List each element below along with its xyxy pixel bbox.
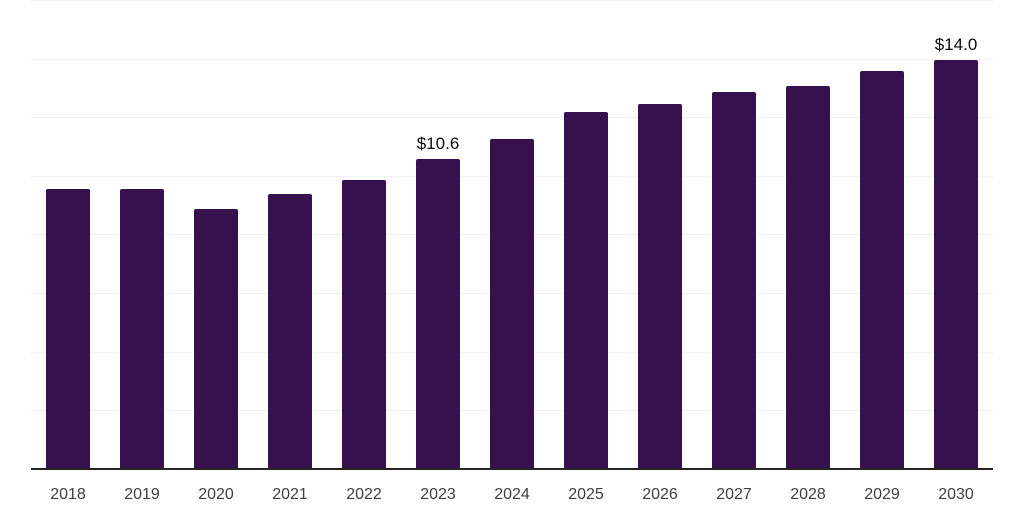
x-axis-labels: 2018 2019 2020 2021 2022 2023 2024 2025 2026 2027… [31, 484, 993, 506]
x-tick-label-2025: 2025 [568, 486, 604, 503]
bar-2027 [712, 92, 756, 470]
x-tick-label-2026: 2026 [642, 486, 678, 503]
x-tick-label-2023: 2023 [420, 486, 456, 503]
data-label-2023: $10.6 [416, 134, 460, 153]
x-tick-label-2022: 2022 [346, 486, 382, 503]
x-tick-label-2024: 2024 [494, 486, 530, 503]
bar-2020 [194, 209, 238, 470]
gridline-16 [31, 0, 993, 1]
gridline-12 [31, 117, 993, 118]
bar-2030 [934, 60, 978, 470]
x-axis-line [31, 468, 993, 470]
bar-2018 [46, 189, 90, 470]
bar-2019 [120, 189, 164, 470]
bar-2021 [268, 194, 312, 470]
x-tick-label-2027: 2027 [716, 486, 752, 503]
plot-area: $10.6 $14.0 [31, 0, 993, 470]
x-tick-label-2029: 2029 [864, 486, 900, 503]
bar-2025 [564, 112, 608, 470]
bar-2028 [786, 86, 830, 470]
bar-2022 [342, 180, 386, 470]
x-tick-label-2030: 2030 [938, 486, 974, 503]
bar-2023 [416, 159, 460, 470]
x-tick-label-2019: 2019 [124, 486, 160, 503]
bar-2024 [490, 139, 534, 470]
bar-2026 [638, 104, 682, 470]
x-tick-label-2028: 2028 [790, 486, 826, 503]
gridline-14 [31, 59, 993, 60]
bar-2029 [860, 71, 904, 470]
x-tick-label-2020: 2020 [198, 486, 234, 503]
data-label-2030: $14.0 [934, 35, 978, 54]
x-tick-label-2018: 2018 [50, 486, 86, 503]
x-tick-label-2021: 2021 [272, 486, 308, 503]
